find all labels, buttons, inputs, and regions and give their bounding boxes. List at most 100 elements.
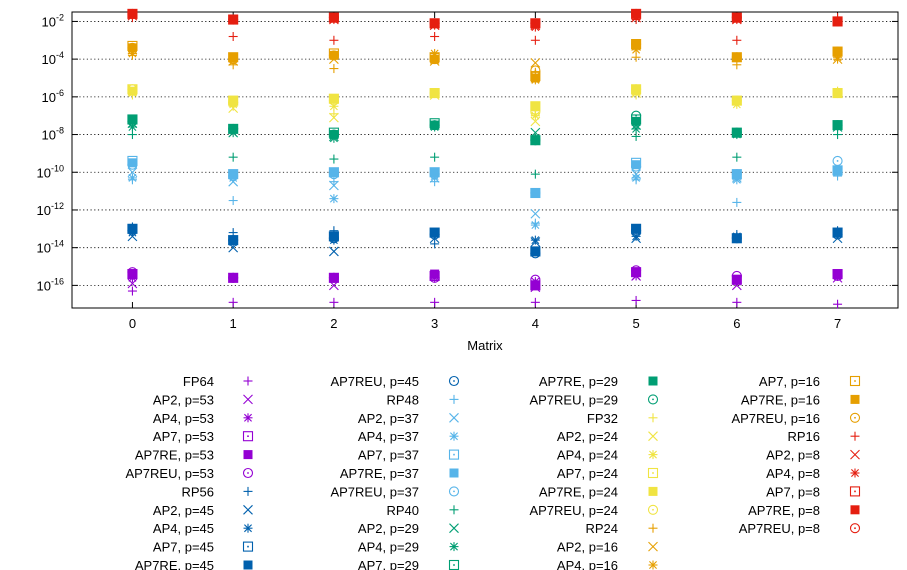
data-point bbox=[530, 35, 540, 45]
legend-marker bbox=[448, 375, 460, 387]
x-tick-label: 1 bbox=[230, 316, 237, 331]
data-point bbox=[732, 275, 742, 285]
legend-marker bbox=[243, 413, 253, 423]
legend-marker bbox=[648, 541, 658, 552]
data-point bbox=[430, 228, 440, 238]
legend-label: AP7, p=45 bbox=[153, 540, 214, 555]
data-point bbox=[530, 248, 541, 259]
y-tick-label: 10-12 bbox=[37, 201, 64, 218]
legend-marker bbox=[243, 523, 253, 533]
y-tick-label: 10-6 bbox=[42, 88, 64, 105]
legend-marker bbox=[849, 486, 861, 497]
data-point bbox=[127, 130, 137, 140]
legend-marker bbox=[647, 504, 659, 515]
legend-label: AP7RE, p=24 bbox=[539, 484, 618, 499]
legend-marker bbox=[449, 505, 459, 515]
legend-label: FP64 bbox=[183, 374, 214, 389]
data-point bbox=[228, 14, 239, 25]
data-point bbox=[631, 8, 642, 19]
x-tick-label: 5 bbox=[632, 316, 639, 331]
data-point bbox=[228, 52, 238, 62]
legend-marker bbox=[448, 449, 460, 460]
data-point bbox=[329, 112, 339, 123]
data-point bbox=[530, 297, 540, 307]
data-point bbox=[631, 225, 642, 236]
y-tick-label: 10-16 bbox=[37, 276, 64, 293]
data-point bbox=[127, 42, 138, 53]
y-tick-label: 10-4 bbox=[42, 50, 64, 67]
legend-label: AP4, p=29 bbox=[358, 540, 419, 555]
legend-marker bbox=[449, 523, 459, 534]
data-point bbox=[631, 124, 641, 134]
legend-label: AP2, p=53 bbox=[153, 392, 214, 407]
legend-label: AP2, p=29 bbox=[358, 521, 419, 536]
legend-marker bbox=[449, 542, 459, 552]
data-point bbox=[732, 152, 742, 162]
data-point bbox=[228, 152, 238, 162]
data-point bbox=[127, 114, 137, 124]
data-point bbox=[329, 297, 339, 307]
data-point bbox=[329, 167, 339, 177]
data-point bbox=[731, 233, 742, 244]
legend-label: AP7, p=37 bbox=[358, 448, 419, 463]
data-point bbox=[832, 155, 843, 166]
data-point bbox=[430, 269, 440, 279]
data-point bbox=[530, 18, 541, 29]
y-tick-label: 10-14 bbox=[37, 239, 64, 256]
legend-label: AP7, p=29 bbox=[358, 558, 419, 570]
x-tick-label: 2 bbox=[330, 316, 337, 331]
data-point bbox=[530, 220, 540, 230]
data-point bbox=[530, 187, 541, 199]
data-point bbox=[833, 269, 843, 279]
legend-marker bbox=[449, 394, 459, 404]
y-tick-label: 10-2 bbox=[42, 12, 64, 29]
legend-marker bbox=[243, 560, 253, 570]
legend-marker bbox=[850, 505, 860, 515]
legend-label: AP4, p=16 bbox=[557, 558, 618, 570]
data-point bbox=[731, 169, 742, 180]
legend-marker bbox=[647, 394, 659, 405]
data-point bbox=[127, 267, 138, 278]
data-point bbox=[328, 272, 339, 283]
data-point bbox=[631, 116, 641, 126]
data-point bbox=[329, 35, 339, 45]
data-point bbox=[732, 35, 742, 45]
legend-label: RP48 bbox=[386, 392, 419, 407]
data-point bbox=[228, 235, 239, 246]
data-point bbox=[127, 269, 137, 279]
legend-label: AP2, p=45 bbox=[153, 503, 214, 518]
legend-label: AP7, p=16 bbox=[759, 374, 820, 389]
data-point bbox=[631, 161, 642, 172]
data-point bbox=[228, 96, 238, 106]
data-point bbox=[228, 196, 238, 206]
data-point bbox=[127, 224, 137, 234]
data-point bbox=[228, 32, 238, 42]
data-point bbox=[430, 167, 440, 177]
legend-label: AP2, p=16 bbox=[557, 540, 618, 555]
data-point bbox=[530, 111, 540, 121]
legend-label: AP7RE, p=45 bbox=[135, 558, 214, 570]
data-point bbox=[732, 197, 742, 207]
data-point bbox=[530, 274, 541, 285]
data-point bbox=[832, 229, 843, 240]
data-point bbox=[429, 229, 440, 240]
legend-marker bbox=[449, 412, 459, 423]
legend-marker bbox=[448, 486, 460, 497]
data-point bbox=[329, 231, 339, 241]
data-point bbox=[329, 180, 339, 191]
data-point bbox=[530, 169, 540, 179]
data-point bbox=[832, 120, 843, 131]
data-point bbox=[329, 64, 339, 74]
data-point bbox=[228, 170, 239, 182]
legend-marker bbox=[448, 559, 460, 570]
legend-marker bbox=[648, 523, 658, 533]
legend-marker bbox=[242, 431, 254, 442]
legend-label: AP4, p=8 bbox=[766, 466, 820, 481]
data-point bbox=[127, 225, 138, 236]
grid-lines bbox=[72, 21, 898, 286]
legend-label: AP7RE, p=16 bbox=[741, 392, 820, 407]
legend-marker bbox=[850, 431, 860, 441]
data-point bbox=[127, 116, 138, 127]
legend-marker bbox=[648, 431, 658, 442]
